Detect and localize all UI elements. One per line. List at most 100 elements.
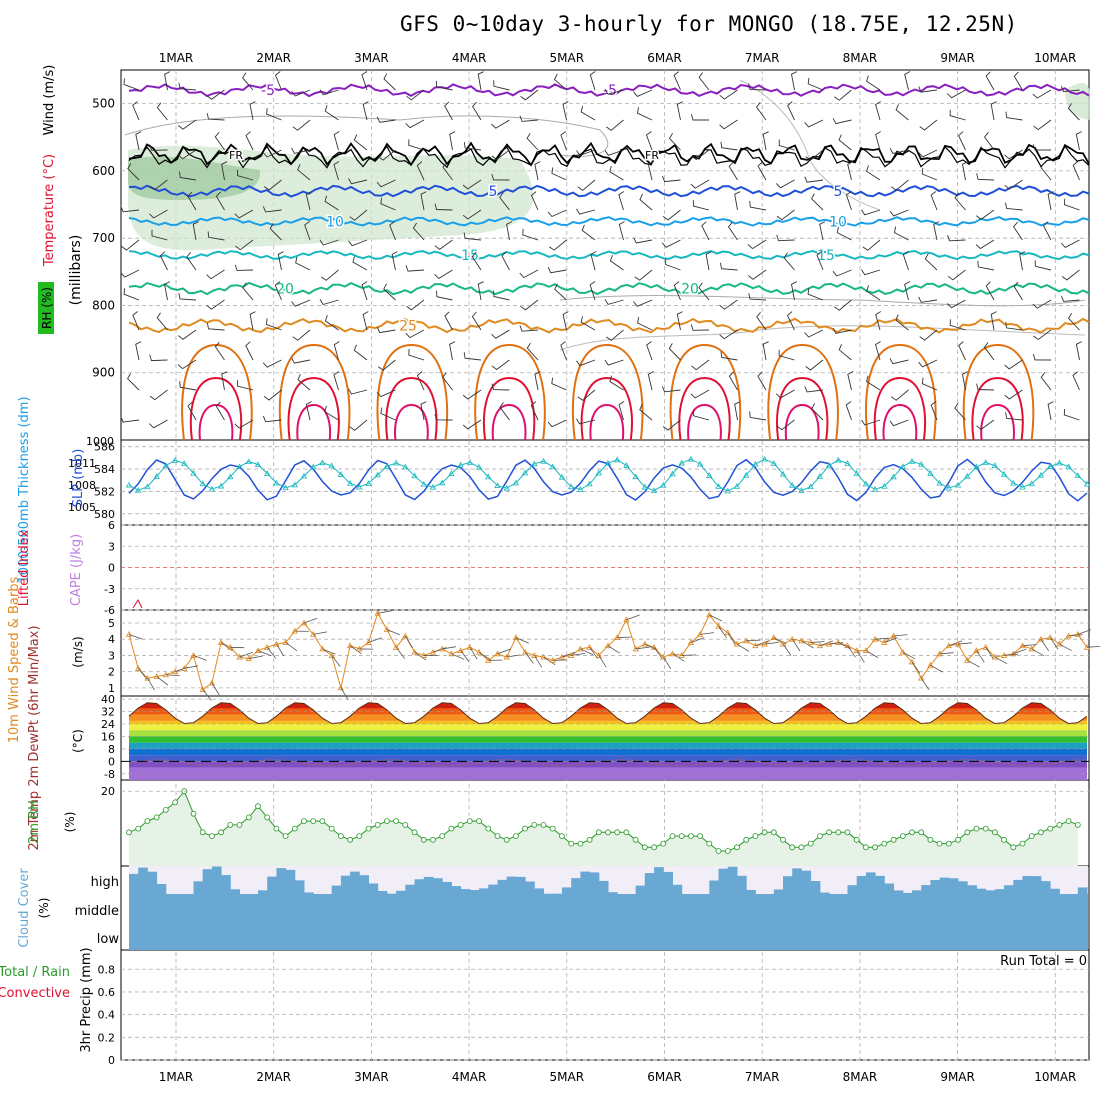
w10-barb xyxy=(976,650,985,663)
label-convective: Convective xyxy=(0,986,70,1001)
rh2m-marker xyxy=(513,833,519,839)
rh2m-marker xyxy=(715,848,722,854)
wind-barb xyxy=(776,234,795,242)
rh2m-marker xyxy=(374,822,381,828)
precip-ytick: 0 xyxy=(108,1054,115,1067)
thickness-marker xyxy=(706,472,713,478)
w10-barb xyxy=(1022,644,1037,647)
cloud-high-bar xyxy=(129,873,139,894)
wind-barb xyxy=(647,161,654,181)
cloud-high-bar xyxy=(608,892,618,894)
wind-barbs xyxy=(120,71,1082,431)
cloud-high-bar xyxy=(902,892,913,894)
w10-ytick: 1 xyxy=(108,682,115,695)
wind-barb xyxy=(148,419,168,429)
thickness-marker xyxy=(567,483,575,490)
w10-marker xyxy=(1056,640,1063,647)
t2m-bands xyxy=(129,702,1087,780)
bl-contour-red xyxy=(971,376,1024,441)
rh2m-marker xyxy=(697,833,703,839)
wind-barb xyxy=(319,239,339,246)
wind-barb xyxy=(462,389,482,400)
wind-barb xyxy=(436,290,453,301)
contour-label: -5 xyxy=(261,83,275,99)
wind-barb xyxy=(609,254,624,271)
wind-barb xyxy=(673,281,681,301)
wind-barb xyxy=(975,239,995,250)
wind-barb xyxy=(1060,85,1080,93)
rh2m-marker xyxy=(494,833,501,839)
wind-barb xyxy=(319,89,339,96)
w10-barb xyxy=(911,661,921,674)
thickness-marker xyxy=(190,469,197,476)
wind-barb xyxy=(589,71,596,91)
wind-barb xyxy=(348,388,368,395)
wind-barb xyxy=(206,113,225,121)
w10-marker xyxy=(153,673,160,679)
wind-barb xyxy=(1040,372,1052,391)
temperature-contour xyxy=(128,83,1090,98)
rh2m-marker xyxy=(688,833,694,839)
w10-barb xyxy=(967,659,980,668)
wind-barb xyxy=(333,371,340,391)
rh2m-marker xyxy=(420,836,427,843)
thickness-marker xyxy=(761,455,768,462)
thickness-marker xyxy=(512,479,520,486)
cloud-high-bar xyxy=(1022,875,1033,894)
wind-barb xyxy=(866,165,881,181)
cloud-high-bar xyxy=(561,887,572,894)
wind-barb xyxy=(576,208,596,215)
wind-barb xyxy=(263,389,282,401)
w10-barb xyxy=(939,652,954,655)
rh2m-marker xyxy=(669,833,676,839)
w10-barb xyxy=(994,656,1008,665)
rh2m-marker xyxy=(1010,844,1017,851)
wind-barb xyxy=(634,269,653,281)
wind-barb xyxy=(156,102,168,121)
rh2m-marker xyxy=(559,833,565,839)
wind-barb xyxy=(819,221,826,241)
wind-barb xyxy=(1061,269,1080,281)
label-rh2m: 2m RH xyxy=(27,800,42,844)
w10-barb xyxy=(147,677,155,691)
wind-barb xyxy=(493,80,510,91)
cloud-high-bar xyxy=(746,889,756,894)
panel-frame-pr xyxy=(120,949,1090,1061)
rh2m-marker xyxy=(1038,829,1044,836)
thickness-marker xyxy=(1019,483,1026,490)
wind-barb xyxy=(865,375,881,391)
wind-barb xyxy=(946,89,966,99)
label-rh: RH (%) xyxy=(40,287,54,329)
wind-barb xyxy=(187,191,197,211)
rh2m-marker xyxy=(927,836,934,843)
w10-barb xyxy=(875,637,890,640)
wind-barb xyxy=(242,72,254,91)
w10-marker xyxy=(1046,634,1054,640)
cloud-high-bar xyxy=(469,890,480,894)
wind-barb xyxy=(954,402,966,421)
rh2m-marker xyxy=(227,822,234,828)
wind-barb xyxy=(522,228,539,241)
w10-barb xyxy=(497,648,511,655)
bl-contour-orange xyxy=(376,343,449,441)
wind-barb xyxy=(1004,389,1023,400)
upper-ytick: 900 xyxy=(92,366,115,380)
w10-barb xyxy=(700,632,715,635)
t2m-band xyxy=(129,714,1087,721)
thickness-marker xyxy=(392,459,400,466)
w10-barb xyxy=(368,637,382,643)
bl-contour-magenta xyxy=(491,403,527,441)
w10-barb xyxy=(607,645,621,654)
temperature-contour xyxy=(128,184,1090,198)
rh2m-marker xyxy=(945,840,952,847)
thickness-marker xyxy=(853,469,860,476)
thickness-marker xyxy=(641,483,649,490)
cloud-high-bar xyxy=(515,876,526,894)
cloud-high-bar xyxy=(921,885,931,894)
date-label-bottom: 4MAR xyxy=(452,1070,487,1084)
contour-label: 20 xyxy=(276,282,294,298)
wind-barb xyxy=(661,386,681,393)
wind-barb xyxy=(405,329,425,339)
cloud-high-bar xyxy=(534,888,544,894)
label-rh2m-units: (%) xyxy=(63,812,77,833)
